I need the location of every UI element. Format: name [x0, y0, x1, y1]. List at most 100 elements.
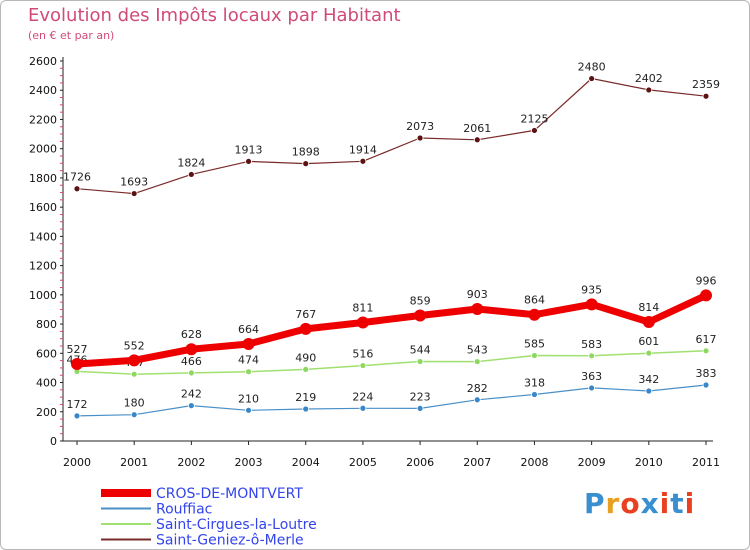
data-point — [588, 352, 596, 360]
data-label: 242 — [181, 388, 202, 401]
data-point — [245, 158, 252, 165]
data-point — [588, 75, 596, 82]
data-point — [130, 190, 138, 197]
y-tick-label: 800 — [36, 318, 57, 331]
data-label: 543 — [467, 344, 488, 357]
data-label: 767 — [295, 308, 316, 321]
data-point — [359, 404, 367, 412]
data-label: 282 — [467, 382, 488, 395]
data-label: 2480 — [578, 61, 606, 74]
data-label: 903 — [467, 288, 488, 301]
series-line — [76, 350, 707, 375]
data-label: 585 — [524, 338, 545, 351]
proxiti-logo: Proxiti — [584, 487, 696, 520]
y-tick-label: 2400 — [29, 84, 57, 97]
data-point — [416, 134, 424, 142]
data-label: 363 — [581, 370, 602, 383]
legend-label: Saint-Geniez-ô-Merle — [156, 533, 304, 549]
y-tick-label: 1800 — [29, 172, 57, 185]
data-point — [473, 358, 481, 366]
series-line — [76, 384, 707, 417]
data-point — [471, 303, 484, 316]
data-point — [416, 405, 424, 412]
data-label: 1726 — [63, 171, 91, 184]
data-label: 490 — [295, 351, 316, 364]
data-label: 474 — [238, 354, 259, 367]
data-point — [187, 171, 195, 178]
data-point — [473, 136, 481, 144]
data-point — [702, 381, 710, 389]
data-point — [302, 365, 310, 373]
data-label: 527 — [67, 343, 88, 356]
data-point — [73, 185, 81, 193]
data-label: 2359 — [692, 78, 720, 91]
y-tick-label: 1400 — [29, 230, 57, 243]
x-tick-label: 2008 — [520, 456, 548, 469]
y-tick-label: 400 — [36, 377, 57, 390]
data-label: 342 — [638, 373, 659, 386]
data-point — [700, 289, 712, 302]
data-label: 601 — [638, 335, 659, 348]
data-label: 811 — [352, 301, 373, 314]
data-point — [187, 402, 195, 410]
data-label: 628 — [181, 328, 202, 341]
series-line — [73, 291, 710, 368]
data-point — [588, 384, 596, 392]
data-point — [130, 370, 138, 378]
data-label: 2061 — [463, 122, 491, 135]
x-tick-label: 2004 — [292, 456, 320, 469]
data-label: 2125 — [520, 112, 548, 125]
data-point — [528, 308, 541, 321]
data-point — [645, 86, 653, 94]
data-point — [359, 362, 367, 369]
data-label: 223 — [410, 390, 431, 403]
data-point — [531, 391, 538, 398]
data-label: 318 — [524, 377, 545, 390]
chart-title: Evolution des Impôts locaux par Habitant — [28, 5, 401, 26]
data-point — [645, 387, 653, 395]
data-point — [531, 127, 538, 134]
x-tick-label: 2000 — [63, 456, 91, 469]
y-tick-label: 2200 — [29, 113, 57, 126]
data-point — [128, 354, 141, 367]
y-tick-label: 1600 — [29, 201, 57, 214]
y-tick-label: 1200 — [29, 260, 57, 273]
data-label: 544 — [410, 343, 431, 356]
x-tick-label: 2009 — [578, 456, 606, 469]
data-point — [299, 322, 312, 335]
chart-subtitle: (en € et par an) — [28, 29, 115, 42]
y-tick-label: 0 — [50, 435, 57, 448]
data-label: 516 — [352, 348, 373, 361]
data-label: 996 — [696, 274, 717, 287]
data-label: 617 — [696, 333, 717, 346]
data-point — [642, 316, 655, 329]
data-label: 2402 — [635, 72, 663, 85]
x-tick-label: 2010 — [635, 456, 663, 469]
data-point — [245, 368, 252, 376]
y-tick-label: 200 — [36, 406, 57, 419]
data-point — [73, 412, 81, 420]
data-point — [531, 352, 538, 359]
data-label: 1913 — [235, 143, 263, 156]
data-point — [130, 411, 138, 419]
data-point — [185, 343, 198, 356]
data-point — [71, 357, 83, 370]
data-point — [645, 349, 653, 357]
data-point — [302, 160, 310, 168]
data-point — [702, 92, 710, 100]
data-label: 583 — [581, 338, 602, 351]
series-line — [76, 77, 707, 195]
data-point — [245, 406, 252, 414]
data-label: 864 — [524, 294, 545, 307]
data-label: 466 — [181, 355, 202, 368]
data-label: 210 — [238, 392, 259, 405]
data-label: 814 — [638, 301, 659, 314]
x-tick-label: 2002 — [177, 456, 205, 469]
data-point — [416, 358, 424, 365]
data-label: 219 — [295, 391, 316, 404]
data-label: 2073 — [406, 120, 434, 133]
data-point — [473, 396, 481, 404]
data-label: 172 — [67, 398, 88, 411]
y-tick-label: 2000 — [29, 143, 57, 156]
